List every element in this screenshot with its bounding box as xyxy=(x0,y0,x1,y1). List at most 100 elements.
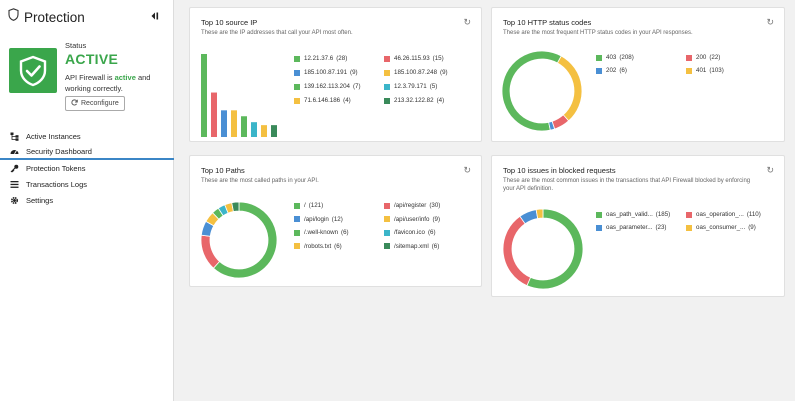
bar-71.6.146.186[interactable] xyxy=(261,125,267,137)
slice-/sitemap.xml[interactable] xyxy=(231,201,240,213)
legend-swatch xyxy=(686,67,692,74)
sidebar-nav: Active Instances Security Dashboard Prot… xyxy=(0,129,174,208)
slice-401[interactable] xyxy=(556,55,583,122)
legend-count: (9) xyxy=(432,215,440,223)
bar-chart xyxy=(201,54,277,137)
legend-count: (6) xyxy=(334,242,342,250)
legend-item[interactable]: /api/user/info (9) xyxy=(384,216,440,223)
bar-12.3.79.171[interactable] xyxy=(251,122,257,137)
legend-item[interactable]: 71.6.146.186 (4) xyxy=(294,97,351,104)
legend-swatch xyxy=(294,97,300,104)
legend-item[interactable]: 401 (103) xyxy=(686,67,724,74)
slice-/api/register[interactable] xyxy=(200,234,221,269)
legend-swatch xyxy=(384,97,390,104)
shield-check-icon xyxy=(9,48,57,93)
legend-label: /favicon.ico xyxy=(394,229,425,236)
legend-label: oas_operation_... xyxy=(696,211,744,218)
legend-label: 401 xyxy=(696,67,707,74)
legend-swatch xyxy=(596,224,602,231)
legend-count: (6) xyxy=(431,242,440,250)
sidebar-item-label: Transactions Logs xyxy=(26,180,88,189)
legend-label: /robots.txt xyxy=(304,242,332,250)
reconfigure-label: Reconfigure xyxy=(81,100,119,107)
donut-chart xyxy=(502,208,584,290)
sidebar-item-label: Active Instances xyxy=(26,132,81,141)
legend-item[interactable]: /api/register (30) xyxy=(384,202,440,209)
brand-title: Protection xyxy=(24,9,85,25)
legend-item[interactable]: 139.162.113.204 (7) xyxy=(294,83,361,90)
legend-item[interactable]: 403 (208) xyxy=(596,54,634,61)
legend-item[interactable]: 12.3.79.171 (5) xyxy=(384,83,437,90)
brand: Protection xyxy=(8,8,85,26)
legend-label: /.well-known xyxy=(304,229,339,236)
shield-outline-icon xyxy=(8,8,19,26)
sidebar-item-settings[interactable]: Settings xyxy=(0,193,174,208)
legend-count: (110) xyxy=(746,211,761,218)
legend-count: (7) xyxy=(353,83,361,90)
collapse-sidebar-icon[interactable] xyxy=(150,12,159,23)
legend-item[interactable]: / (121) xyxy=(294,202,323,209)
legend-count: (208) xyxy=(619,54,634,61)
legend-count: (9) xyxy=(350,69,358,76)
legend-count: (9) xyxy=(748,224,756,231)
slice-403[interactable] xyxy=(501,50,562,132)
sidebar-item-active-instances[interactable]: Active Instances xyxy=(0,129,174,144)
legend-swatch xyxy=(596,211,602,218)
legend-item[interactable]: 200 (22) xyxy=(686,54,720,61)
legend-count: (121) xyxy=(308,202,324,209)
card-top-http-status: Top 10 HTTP status codes These are the m… xyxy=(491,7,785,142)
refresh-icon[interactable]: ↻ xyxy=(766,165,774,175)
legend-item[interactable]: 185.100.87.191 (9) xyxy=(294,69,358,76)
legend-item[interactable]: oas_parameter... (23) xyxy=(596,224,666,231)
legend-item[interactable]: /robots.txt (6) xyxy=(294,243,342,250)
bar-12.21.37.6[interactable] xyxy=(201,54,207,137)
legend-count: (28) xyxy=(336,55,348,62)
legend-item[interactable]: 46.26.115.93 (15) xyxy=(384,55,444,62)
list-icon xyxy=(10,180,19,189)
sidebar-item-transactions-logs[interactable]: Transactions Logs xyxy=(0,177,174,192)
donut-chart xyxy=(501,50,583,132)
legend-item[interactable]: 202 (6) xyxy=(596,67,627,74)
legend-swatch xyxy=(294,229,300,236)
bar-46.26.115.93[interactable] xyxy=(211,92,217,137)
slice-oas_path_valid...[interactable] xyxy=(526,208,584,290)
dashboard-icon xyxy=(10,147,19,156)
bar-185.100.87.191[interactable] xyxy=(221,110,227,137)
slice-oas_consumer_...[interactable] xyxy=(535,208,544,219)
legend-label: oas_parameter... xyxy=(606,224,653,231)
sidebar-item-security-dashboard[interactable]: Security Dashboard xyxy=(0,145,174,160)
legend-item[interactable]: 185.100.87.248 (9) xyxy=(384,69,448,76)
legend-swatch xyxy=(294,202,300,209)
legend-swatch xyxy=(294,216,300,222)
legend-item[interactable]: 213.32.122.82 (4) xyxy=(384,97,444,104)
legend-label: 12.21.37.6 xyxy=(304,55,334,62)
legend-item[interactable]: oas_path_valid... (185) xyxy=(596,211,670,218)
bar-185.100.87.248[interactable] xyxy=(231,110,237,137)
legend-item[interactable]: /.well-known (6) xyxy=(294,229,349,236)
sidebar-item-label: Settings xyxy=(26,196,54,205)
bar-139.162.113.204[interactable] xyxy=(241,116,247,137)
slice-202[interactable] xyxy=(548,120,556,131)
reconfigure-button[interactable]: Reconfigure xyxy=(65,96,125,111)
refresh-icon[interactable]: ↻ xyxy=(766,17,774,27)
legend-item[interactable]: /favicon.ico (6) xyxy=(384,229,436,236)
status-value: ACTIVE xyxy=(65,51,119,67)
legend-count: (12) xyxy=(331,215,343,223)
slice-oas_operation_...[interactable] xyxy=(502,215,532,287)
legend-item[interactable]: /sitemap.xml (6) xyxy=(384,243,439,250)
legend-swatch xyxy=(686,224,692,231)
status-label: Status xyxy=(65,41,87,50)
legend-label: oas_path_valid... xyxy=(606,211,653,218)
legend-item[interactable]: 12.21.37.6 (28) xyxy=(294,55,347,62)
refresh-icon[interactable]: ↻ xyxy=(463,17,471,27)
legend-item[interactable]: oas_operation_... (110) xyxy=(686,211,761,218)
legend-count: (103) xyxy=(709,67,724,74)
legend-swatch xyxy=(384,202,390,209)
legend-item[interactable]: oas_consumer_... (9) xyxy=(686,224,756,231)
refresh-icon[interactable]: ↻ xyxy=(463,165,471,175)
bar-213.32.122.82[interactable] xyxy=(271,125,277,137)
legend-swatch xyxy=(384,216,390,222)
legend-item[interactable]: /api/login (12) xyxy=(294,216,343,223)
legend-label: 185.100.87.191 xyxy=(304,69,348,76)
sidebar-item-protection-tokens[interactable]: Protection Tokens xyxy=(0,161,174,176)
